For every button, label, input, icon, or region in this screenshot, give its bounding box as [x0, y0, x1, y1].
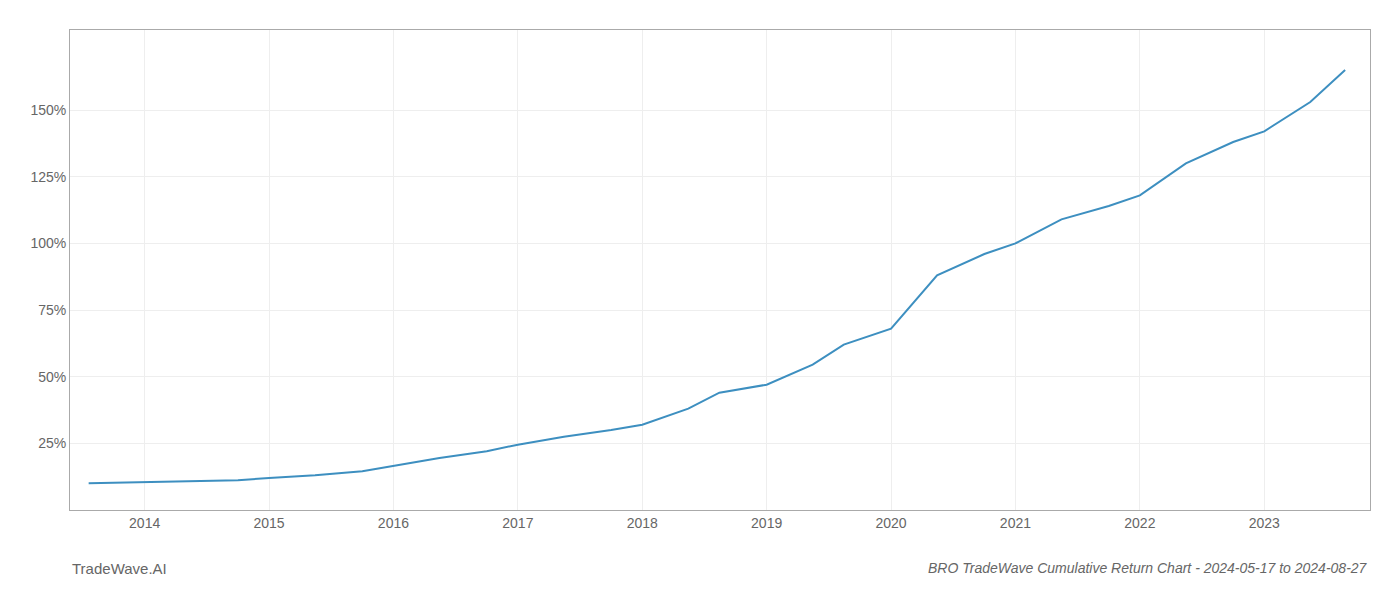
svg-text:2019: 2019 [751, 515, 782, 531]
svg-text:2021: 2021 [1000, 515, 1031, 531]
svg-text:2014: 2014 [129, 515, 160, 531]
svg-text:2015: 2015 [253, 515, 284, 531]
svg-text:75%: 75% [38, 302, 66, 318]
svg-text:2022: 2022 [1124, 515, 1155, 531]
svg-text:BRO TradeWave Cumulative Retur: BRO TradeWave Cumulative Return Chart - … [928, 560, 1368, 576]
svg-text:2017: 2017 [502, 515, 533, 531]
svg-text:TradeWave.AI: TradeWave.AI [72, 560, 167, 577]
svg-text:25%: 25% [38, 435, 66, 451]
svg-text:2023: 2023 [1249, 515, 1280, 531]
svg-text:2020: 2020 [875, 515, 906, 531]
svg-text:2016: 2016 [378, 515, 409, 531]
svg-text:50%: 50% [38, 369, 66, 385]
svg-text:150%: 150% [30, 102, 66, 118]
svg-text:125%: 125% [30, 169, 66, 185]
svg-text:100%: 100% [30, 235, 66, 251]
svg-text:2018: 2018 [627, 515, 658, 531]
